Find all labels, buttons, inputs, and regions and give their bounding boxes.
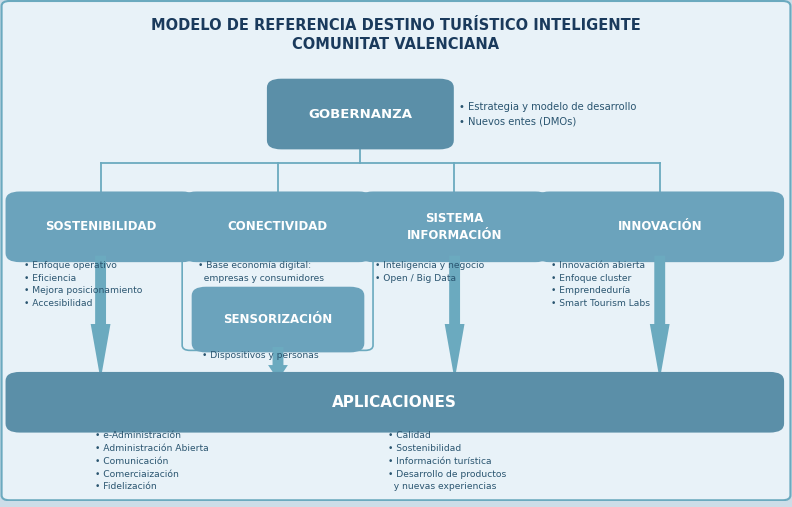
Text: MODELO DE REFERENCIA DESTINO TURÍSTICO INTELIGENTE
COMUNITAT VALENCIANA: MODELO DE REFERENCIA DESTINO TURÍSTICO I… [151,18,641,52]
FancyBboxPatch shape [535,192,784,262]
FancyBboxPatch shape [182,192,373,262]
Text: • Inteligencia y negocio
• Open / Big Data: • Inteligencia y negocio • Open / Big Da… [375,261,484,282]
Polygon shape [90,256,111,380]
FancyBboxPatch shape [267,79,454,150]
Text: GOBERNANZA: GOBERNANZA [308,107,413,121]
Text: • Dispositivos y personas: • Dispositivos y personas [202,351,318,360]
FancyBboxPatch shape [2,1,790,500]
Polygon shape [444,256,464,380]
FancyBboxPatch shape [6,192,196,262]
FancyBboxPatch shape [359,192,550,262]
Polygon shape [649,256,669,380]
Text: • Innovación abierta
• Enfoque cluster
• Emprendeduría
• Smart Tourism Labs: • Innovación abierta • Enfoque cluster •… [551,261,650,308]
Text: CONECTIVIDAD: CONECTIVIDAD [227,221,328,233]
Text: SENSORIZACIÓN: SENSORIZACIÓN [223,313,333,326]
FancyBboxPatch shape [6,372,784,432]
Polygon shape [268,347,287,380]
Text: SOSTENIBILIDAD: SOSTENIBILIDAD [45,221,157,233]
FancyBboxPatch shape [192,287,364,352]
Text: • Estrategia y modelo de desarrollo
• Nuevos entes (DMOs): • Estrategia y modelo de desarrollo • Nu… [459,102,637,127]
Text: • Enfoque operativo
• Eficiencia
• Mejora posicionamiento
• Accesibilidad: • Enfoque operativo • Eficiencia • Mejor… [24,261,142,308]
Text: INNOVACIÓN: INNOVACIÓN [618,221,702,233]
Text: • e-Administración
• Administración Abierta
• Comunicación
• Comerciaización
• F: • e-Administración • Administración Abie… [95,431,209,491]
Text: APLICACIONES: APLICACIONES [333,395,457,410]
Text: SISTEMA
INFORMACIÓN: SISTEMA INFORMACIÓN [406,212,502,241]
Text: • Calidad
• Sostenibilidad
• Información turística
• Desarrollo de productos
  y: • Calidad • Sostenibilidad • Información… [388,431,506,491]
Text: • Base economía digital:
  empresas y consumidores: • Base economía digital: empresas y cons… [198,261,324,282]
